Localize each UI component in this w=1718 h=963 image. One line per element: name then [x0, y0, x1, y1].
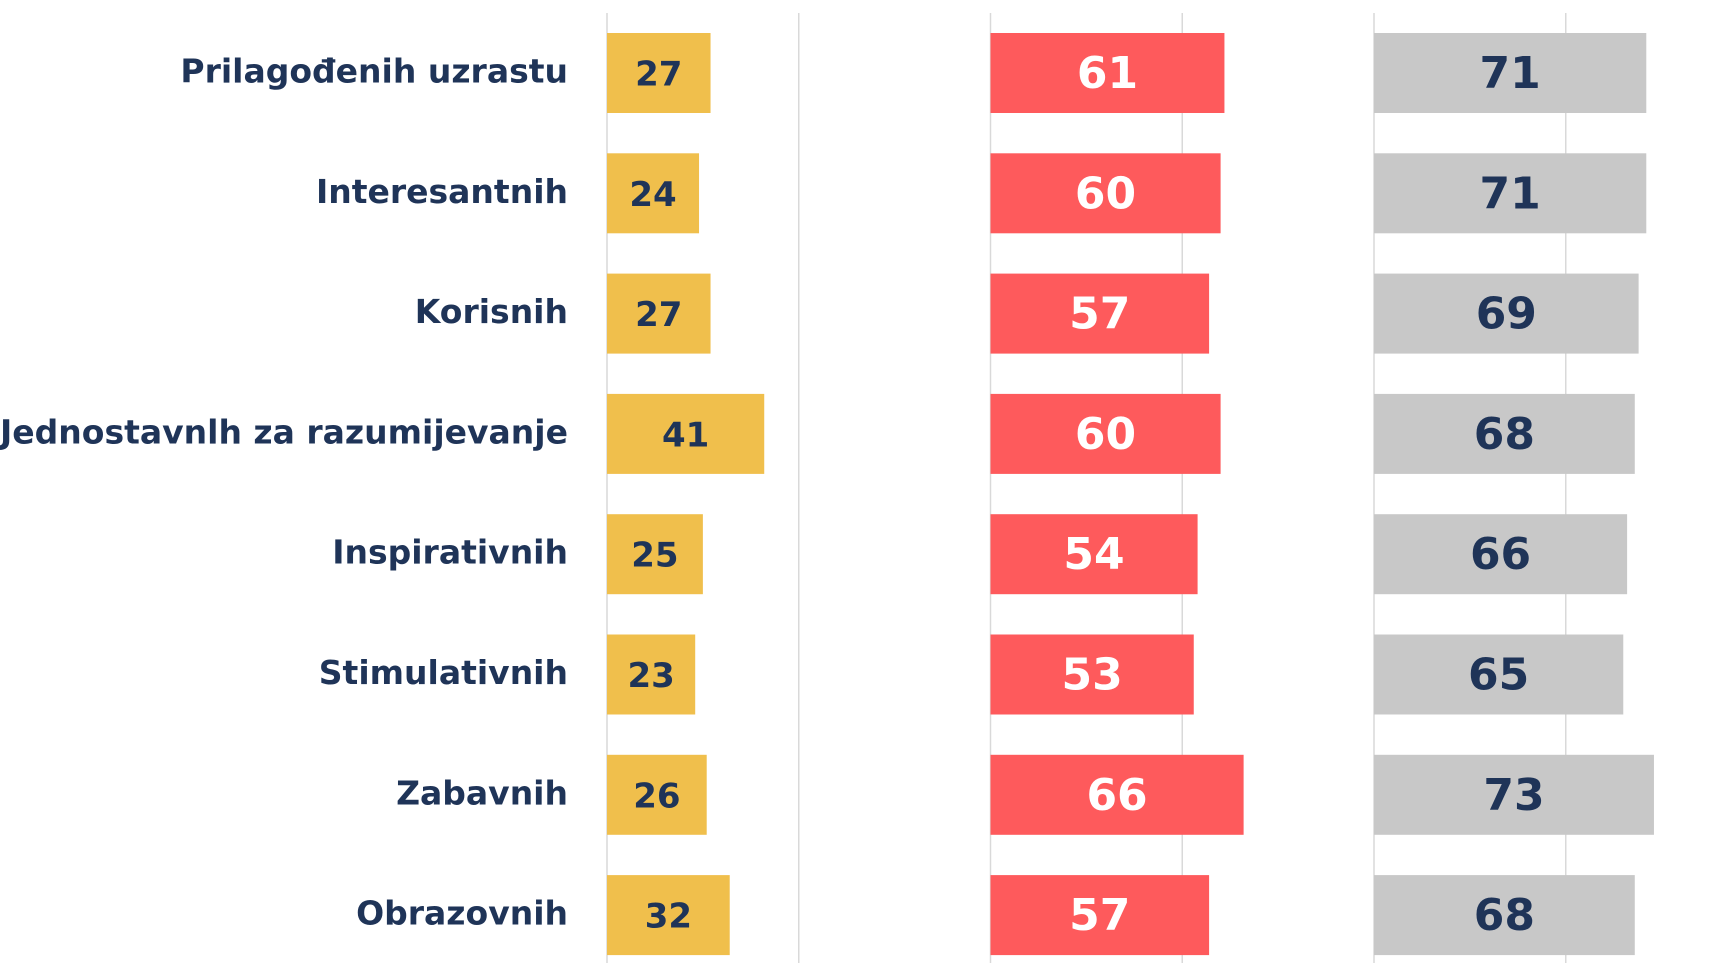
value-label: 69 — [1476, 289, 1537, 340]
value-label: 68 — [1474, 409, 1535, 460]
bar — [990, 33, 1225, 113]
bar — [990, 754, 1244, 835]
bar — [607, 393, 765, 474]
value-label: 60 — [1075, 409, 1136, 460]
value-label: 57 — [1069, 890, 1130, 941]
value-label: 32 — [645, 897, 692, 937]
value-label: 23 — [627, 656, 674, 696]
value-label: 26 — [633, 776, 680, 816]
value-label: 27 — [635, 295, 682, 335]
bar — [1374, 754, 1654, 835]
value-label: 41 — [662, 415, 709, 455]
bar — [607, 754, 707, 835]
category-label: Korisnih — [415, 292, 568, 331]
bar — [607, 153, 700, 234]
value-label: 68 — [1474, 890, 1535, 941]
value-label: 57 — [1069, 289, 1130, 340]
value-label: 24 — [629, 175, 676, 215]
bar — [1374, 875, 1635, 956]
bar — [607, 875, 730, 956]
bar — [990, 514, 1198, 595]
bar — [1374, 153, 1647, 234]
value-label: 25 — [631, 536, 678, 576]
value-label: 73 — [1483, 770, 1544, 821]
bar — [607, 273, 711, 354]
value-label: 60 — [1075, 168, 1136, 219]
bar — [1374, 273, 1639, 354]
category-label: Inspirativnih — [332, 533, 568, 572]
category-label: Jednostavnlh za razumijevanje — [0, 412, 568, 451]
value-label: 61 — [1077, 48, 1138, 99]
bar — [990, 393, 1221, 474]
bar — [607, 514, 703, 595]
category-label: Interesantnih — [316, 172, 568, 211]
bar — [990, 153, 1221, 234]
value-label: 66 — [1086, 770, 1147, 821]
bar — [1374, 393, 1635, 474]
value-label: 71 — [1480, 168, 1541, 219]
bar — [607, 634, 696, 715]
value-label: 27 — [635, 55, 682, 95]
bar — [1374, 634, 1624, 715]
category-label: Prilagođenih uzrastu — [180, 52, 568, 91]
value-label: 54 — [1063, 529, 1124, 580]
category-label: Obrazovnih — [356, 894, 568, 933]
value-label: 71 — [1480, 48, 1541, 99]
value-label: 53 — [1062, 650, 1123, 701]
bar — [990, 634, 1194, 715]
category-label: Stimulativnih — [319, 653, 568, 692]
bar — [607, 33, 711, 113]
bar — [1374, 33, 1647, 113]
bar — [990, 273, 1210, 354]
bar — [1374, 514, 1628, 595]
value-label: 66 — [1470, 529, 1531, 580]
category-label: Zabavnih — [396, 773, 568, 812]
value-label: 65 — [1468, 650, 1529, 701]
bar — [990, 875, 1210, 956]
